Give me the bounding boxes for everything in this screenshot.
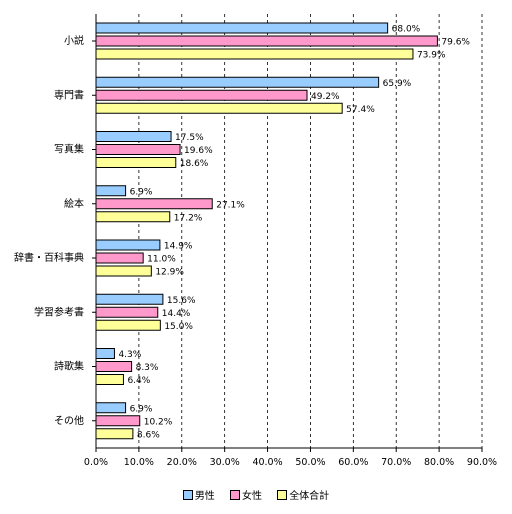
- data-label: 68.0%: [392, 25, 421, 35]
- data-label: 49.2%: [311, 92, 340, 102]
- bar: [95, 89, 308, 101]
- bar: [95, 22, 389, 34]
- data-label: 17.5%: [175, 133, 204, 143]
- data-label: 79.6%: [441, 38, 470, 48]
- data-label: 6.4%: [127, 376, 150, 386]
- x-tick-label: 70.0%: [381, 457, 411, 468]
- x-tick-label: 0.0%: [84, 457, 108, 468]
- data-label: 18.6%: [180, 159, 209, 169]
- bar: [95, 198, 213, 210]
- legend-item-female: 女性: [230, 487, 262, 502]
- x-tick-label: 40.0%: [252, 457, 282, 468]
- bar-chart: 68.0% 79.6% 73.9% 小説 65.9% 49.2% 57.4% 専門書 17.5%…: [14, 14, 497, 468]
- category-label: その他: [54, 414, 84, 427]
- bar: [95, 293, 164, 305]
- data-label: 4.3%: [118, 350, 141, 360]
- data-label: 17.2%: [174, 213, 203, 223]
- x-tick-label: 30.0%: [210, 457, 240, 468]
- data-label: 15.6%: [167, 296, 196, 306]
- bar: [95, 185, 127, 197]
- data-label: 65.9%: [383, 79, 412, 89]
- bar: [95, 348, 115, 359]
- legend-item-male: 男性: [182, 487, 215, 502]
- legend-swatch-female: [230, 490, 240, 500]
- x-tick-label: 10.0%: [124, 457, 154, 468]
- category-label: 小説: [64, 34, 84, 47]
- legend-swatch-total: [277, 490, 288, 500]
- legend-label-total: 全体合計: [289, 491, 330, 502]
- bar: [95, 402, 127, 414]
- bar: [95, 374, 124, 385]
- data-label: 57.4%: [346, 105, 375, 115]
- bar: [95, 211, 171, 223]
- category-label: 写真集: [54, 143, 84, 156]
- bar: [95, 306, 159, 318]
- legend-item-total: 全体合計: [277, 487, 329, 502]
- data-label: 10.2%: [144, 417, 173, 427]
- bar: [95, 35, 438, 47]
- legend-swatch-male: [182, 490, 193, 500]
- bar: [95, 239, 161, 251]
- data-label: 6.9%: [130, 404, 153, 414]
- x-tick-label: 50.0%: [295, 457, 325, 468]
- legend: 男性 女性 全体合計: [0, 487, 512, 502]
- data-label: 73.9%: [417, 51, 446, 61]
- x-tick-label: 90.0%: [467, 457, 497, 468]
- bar: [95, 265, 152, 277]
- bar: [95, 252, 144, 264]
- category-label: 学習参考書: [34, 305, 84, 318]
- legend-label-female: 女性: [242, 491, 262, 502]
- x-tick-label: 60.0%: [338, 457, 368, 468]
- data-label: 27.1%: [216, 200, 245, 210]
- category-label: 詩歌集: [54, 360, 84, 373]
- bar: [95, 319, 161, 331]
- data-label: 6.9%: [130, 187, 153, 197]
- data-label: 14.4%: [162, 309, 191, 319]
- bar: [95, 131, 172, 142]
- data-label: 11.0%: [147, 255, 176, 265]
- category-label: 専門書: [54, 88, 84, 101]
- category-label: 絵本: [64, 197, 84, 210]
- bar: [95, 48, 414, 60]
- data-label: 14.9%: [164, 242, 193, 252]
- bar: [95, 415, 141, 427]
- data-label: 8.6%: [137, 430, 160, 440]
- bar: [95, 76, 380, 88]
- data-label: 12.9%: [155, 268, 184, 278]
- legend-label-male: 男性: [194, 491, 215, 502]
- bar: [95, 428, 134, 440]
- data-label: 19.6%: [184, 146, 213, 156]
- category-label: 辞書・百科事典: [14, 251, 84, 264]
- data-label: 15.0%: [164, 322, 193, 332]
- x-tick-label: 20.0%: [167, 457, 197, 468]
- bar: [95, 102, 343, 114]
- data-label: 8.3%: [136, 363, 159, 373]
- bar: [95, 361, 133, 372]
- bar: [95, 157, 177, 168]
- bar: [95, 144, 181, 155]
- x-tick-label: 80.0%: [424, 457, 454, 468]
